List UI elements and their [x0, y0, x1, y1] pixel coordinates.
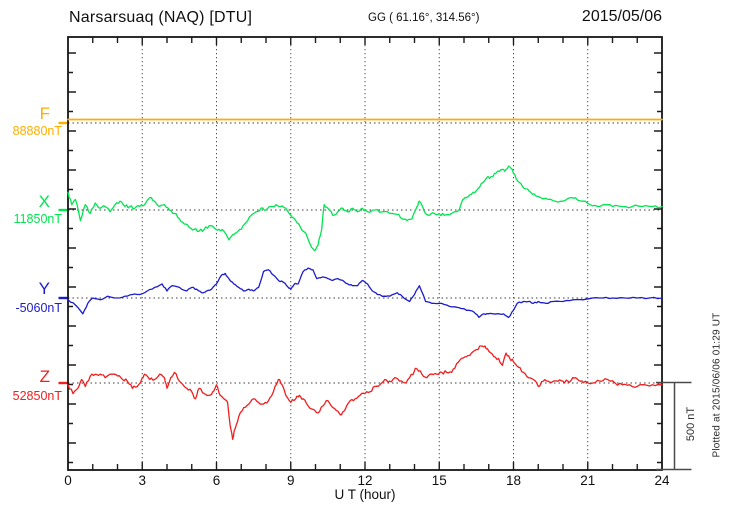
component-baseline-value-Y: -5060nT: [15, 301, 62, 315]
component-letter-Z: Z: [39, 367, 50, 386]
component-baseline-value-Z: 52850nT: [12, 389, 62, 403]
x-tick-label-15: 15: [431, 473, 447, 488]
trace-Z: [67, 345, 663, 440]
plot-date: 2015/05/06: [581, 8, 662, 25]
plot-frame: [67, 36, 663, 471]
scale-bar-label: 500 nT: [685, 406, 697, 442]
x-tick-label-3: 3: [138, 473, 147, 488]
x-tick-label-12: 12: [357, 473, 373, 488]
trace-Y: [67, 267, 663, 319]
component-baseline-value-F: 88880nT: [12, 124, 62, 138]
trace-X: [67, 165, 663, 252]
component-letter-Y: Y: [38, 279, 50, 298]
x-tick-label-0: 0: [64, 473, 72, 488]
x-tick-label-24: 24: [654, 473, 670, 488]
x-axis-title: U T (hour): [334, 487, 396, 502]
x-tick-label-18: 18: [505, 473, 522, 488]
x-tick-label-21: 21: [580, 473, 596, 488]
station-title: Narsarsuaq (NAQ) [DTU]: [69, 9, 253, 26]
component-letter-X: X: [38, 192, 50, 211]
geographic-coords: GG ( 61.16°, 314.56°): [368, 12, 480, 24]
x-tick-label-9: 9: [286, 473, 295, 488]
component-baseline-value-X: 11850nT: [13, 212, 62, 226]
x-tick-label-6: 6: [212, 473, 221, 488]
component-letter-F: F: [39, 104, 50, 123]
plotted-at-note: Plotted at 2015/06/06 01:29 UT: [711, 312, 723, 458]
